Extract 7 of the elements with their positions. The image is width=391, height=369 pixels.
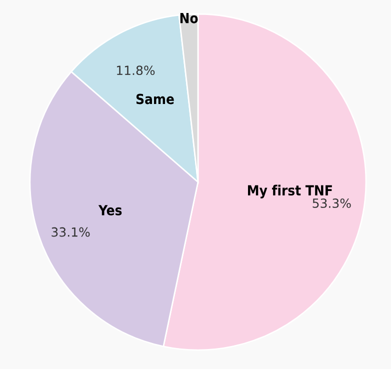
- slice-label: My first TNF: [248, 184, 332, 198]
- slice-label: Same: [136, 94, 174, 104]
- slice-label: No: [180, 13, 198, 24]
- slice-label: Yes: [98, 205, 122, 216]
- data-label: 33.1%: [52, 227, 90, 237]
- data-label: 53.3%: [312, 198, 351, 208]
- data-label: 11.8%: [117, 66, 155, 76]
